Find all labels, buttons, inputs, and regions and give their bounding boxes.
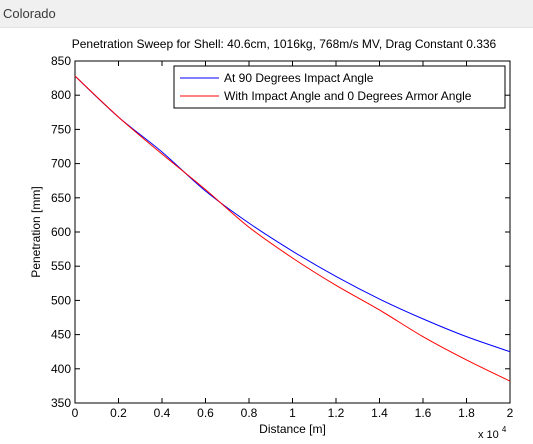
x-tick-label: 1.4 — [371, 406, 388, 420]
x-axis-label: Distance [m] — [259, 422, 326, 436]
figure-area: Penetration Sweep for Shell: 40.6cm, 101… — [0, 28, 533, 444]
window-title: Colorado — [3, 6, 56, 21]
y-tick-label: 800 — [51, 88, 71, 102]
penetration-chart: Penetration Sweep for Shell: 40.6cm, 101… — [29, 37, 514, 441]
x-tick-label: 0.8 — [241, 406, 258, 420]
series-line-1 — [74, 75, 511, 353]
chart-title: Penetration Sweep for Shell: 40.6cm, 101… — [72, 37, 497, 51]
y-tick-label: 550 — [51, 259, 71, 273]
y-tick-label: 700 — [51, 157, 71, 171]
x-tick-label: 0.2 — [110, 406, 127, 420]
plot-frame — [74, 60, 511, 404]
y-tick-label: 500 — [51, 293, 71, 307]
legend-label-2: With Impact Angle and 0 Degrees Armor An… — [224, 89, 472, 103]
x-tick-label: 1.2 — [328, 406, 345, 420]
y-tick-label: 650 — [51, 191, 71, 205]
y-tick-label: 400 — [51, 362, 71, 376]
y-tick-label: 750 — [51, 122, 71, 136]
x-tick-label: 0.4 — [154, 406, 171, 420]
y-tick-label: 350 — [51, 396, 71, 410]
x-tick-label: 1.8 — [458, 406, 475, 420]
window-titlebar: Colorado — [0, 0, 533, 28]
series-line-2 — [74, 75, 511, 382]
x-tick-label: 0 — [72, 406, 79, 420]
x-tick-label: 1.6 — [415, 406, 432, 420]
legend-label-1: At 90 Degrees Impact Angle — [224, 71, 374, 85]
y-axis-label: Penetration [mm] — [29, 186, 43, 277]
y-tick-label: 850 — [51, 54, 71, 68]
x-axis-multiplier: x 10 4 — [478, 425, 507, 441]
legend-box — [173, 65, 506, 109]
x-axis-multiplier-base: x 10 — [478, 429, 499, 441]
legend: At 90 Degrees Impact Angle With Impact An… — [173, 65, 506, 109]
y-tick-label: 600 — [51, 225, 71, 239]
x-tick-label: 0.6 — [197, 406, 214, 420]
y-tick-label: 450 — [51, 328, 71, 342]
x-tick-label: 2 — [507, 406, 514, 420]
x-axis-multiplier-exponent: 4 — [502, 425, 507, 434]
x-tick-label: 1 — [289, 406, 296, 420]
